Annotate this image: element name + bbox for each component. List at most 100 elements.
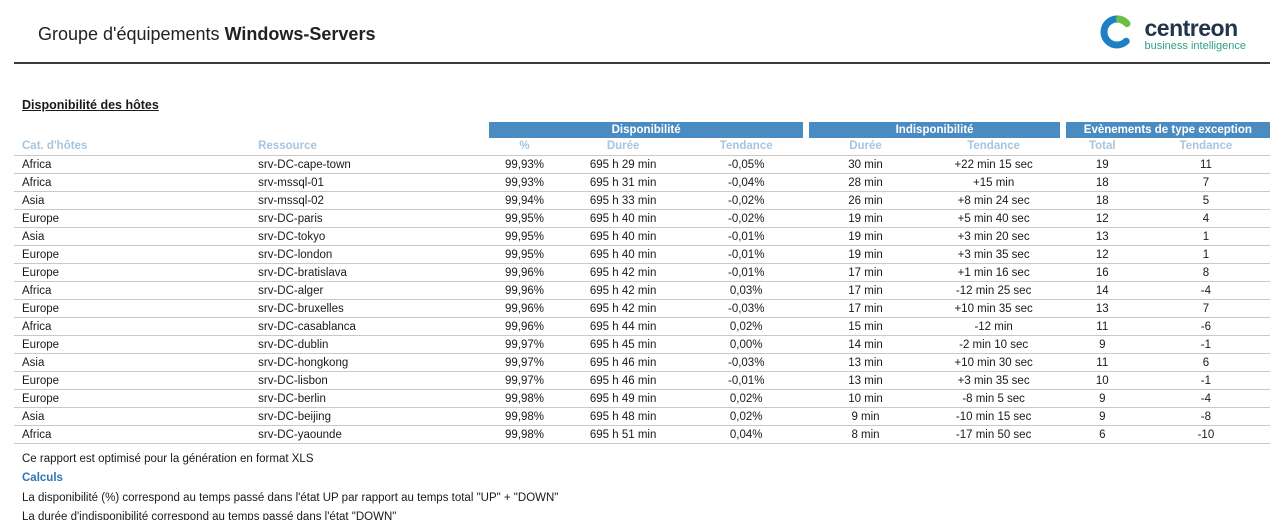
table-cell: 15 min <box>806 317 925 336</box>
table-cell: srv-mssql-01 <box>250 173 489 192</box>
table-cell: 1 <box>1141 245 1270 264</box>
table-cell: -0,04% <box>685 173 807 192</box>
table-cell: -0,02% <box>685 191 807 210</box>
column-header: Durée <box>849 140 882 152</box>
table-cell: 99,96% <box>488 299 561 318</box>
table-cell: +22 min 15 sec <box>924 155 1063 174</box>
table-cell: 695 h 42 min <box>560 299 686 318</box>
table-cell: 6 <box>1062 425 1142 444</box>
table-cell: Europe <box>14 299 251 318</box>
table-cell: Europe <box>14 209 251 228</box>
table-cell: srv-DC-yaounde <box>250 425 489 444</box>
table-cell: 19 min <box>806 245 925 264</box>
column-header: Ressource <box>258 140 317 152</box>
table-cell: Europe <box>14 389 251 408</box>
table-cell: 99,97% <box>488 371 561 390</box>
table-cell: 99,96% <box>488 263 561 282</box>
table-row: Asia srv-DC-beijing 99,98% 695 h 48 min 0,02… <box>14 407 1270 426</box>
table-cell: -8 min 5 sec <box>924 389 1063 408</box>
table-cell: 695 h 33 min <box>560 191 686 210</box>
table-cell: 17 min <box>806 281 925 300</box>
table-row: Europe srv-DC-berlin 99,98% 695 h 49 min 0,0… <box>14 389 1270 408</box>
table-cell: srv-DC-lisbon <box>250 371 489 390</box>
table-cell: 11 <box>1141 155 1270 174</box>
table-cell: 12 <box>1062 209 1142 228</box>
table-cell: 10 <box>1062 371 1142 390</box>
table-cell: 19 min <box>806 209 925 228</box>
table-cell: 0,03% <box>685 281 807 300</box>
table-cell: Asia <box>14 353 251 372</box>
table-row: Africa srv-DC-cape-town 99,93% 695 h 29 min… <box>14 155 1270 174</box>
table-cell: Africa <box>14 155 251 174</box>
table-cell: 5 <box>1141 191 1270 210</box>
page-title-group-name: Windows-Servers <box>224 23 376 44</box>
table-cell: -0,01% <box>685 245 807 264</box>
footnote-calculs-title: Calculs <box>22 472 63 485</box>
table-cell: 6 <box>1141 353 1270 372</box>
table-row: Europe srv-DC-dublin 99,97% 695 h 45 min 0,0… <box>14 335 1270 354</box>
table-row: Africa srv-DC-alger 99,96% 695 h 42 min 0,03… <box>14 281 1270 300</box>
table-cell: -0,05% <box>685 155 807 174</box>
footnote-xls: Ce rapport est optimisé pour la générati… <box>22 453 314 465</box>
table-cell: 695 h 31 min <box>560 173 686 192</box>
table-cell: -17 min 50 sec <box>924 425 1063 444</box>
centreon-logo: centreon business intelligence <box>1097 12 1246 57</box>
centreon-logo-icon <box>1097 12 1137 57</box>
table-cell: 18 <box>1062 173 1142 192</box>
column-group-header: Evènements de type exception <box>1059 122 1270 138</box>
table-cell: 13 min <box>806 371 925 390</box>
table-cell: 11 <box>1062 317 1142 336</box>
table-cell: 17 min <box>806 263 925 282</box>
table-cell: 99,97% <box>488 353 561 372</box>
table-cell: 99,98% <box>488 407 561 426</box>
table-cell: 695 h 40 min <box>560 227 686 246</box>
table-cell: 14 <box>1062 281 1142 300</box>
table-cell: -10 min 15 sec <box>924 407 1063 426</box>
table-cell: Europe <box>14 335 251 354</box>
table-cell: srv-DC-dublin <box>250 335 489 354</box>
page-title: Groupe d'équipements Windows-Servers <box>38 24 375 45</box>
table-cell: 99,95% <box>488 245 561 264</box>
footnote-availability: La disponibilité (%) correspond au temps… <box>22 491 559 504</box>
column-header: Total <box>1088 140 1116 152</box>
table-cell: 695 h 44 min <box>560 317 686 336</box>
table-cell: 695 h 46 min <box>560 353 686 372</box>
table-row: Europe srv-DC-bruxelles 99,96% 695 h 42 min… <box>14 299 1270 318</box>
table-cell: 695 h 40 min <box>560 209 686 228</box>
table-cell: 99,95% <box>488 209 561 228</box>
table-cell: 9 <box>1062 407 1142 426</box>
table-cell: 30 min <box>806 155 925 174</box>
column-group-spacer <box>14 122 489 138</box>
table-cell: 99,95% <box>488 227 561 246</box>
logo-brand-name: centreon <box>1144 14 1238 41</box>
table-cell: srv-DC-alger <box>250 281 489 300</box>
table-cell: srv-DC-berlin <box>250 389 489 408</box>
table-cell: 0,02% <box>685 389 807 408</box>
table-cell: +5 min 40 sec <box>924 209 1063 228</box>
table-cell: srv-DC-beijing <box>250 407 489 426</box>
column-group-header: Disponibilité <box>488 122 807 138</box>
table-cell: 695 h 40 min <box>560 245 686 264</box>
table-cell: 14 min <box>806 335 925 354</box>
table-cell: +10 min 30 sec <box>924 353 1063 372</box>
table-cell: 19 <box>1062 155 1142 174</box>
table-cell: 0,04% <box>685 425 807 444</box>
table-cell: 8 min <box>806 425 925 444</box>
table-cell: -8 <box>1141 407 1270 426</box>
table-cell: srv-DC-london <box>250 245 489 264</box>
header-divider <box>14 62 1270 64</box>
table-cell: +8 min 24 sec <box>924 191 1063 210</box>
table-cell: 99,98% <box>488 389 561 408</box>
table-cell: -0,02% <box>685 209 807 228</box>
table-cell: Africa <box>14 173 251 192</box>
table-cell: 0,02% <box>685 317 807 336</box>
table-cell: 11 <box>1062 353 1142 372</box>
table-cell: -0,01% <box>685 227 807 246</box>
table-row: Africa srv-mssql-01 99,93% 695 h 31 min -0,0… <box>14 173 1270 192</box>
table-cell: -1 <box>1141 371 1270 390</box>
table-cell: -1 <box>1141 335 1270 354</box>
column-header: Tendance <box>1179 140 1233 152</box>
table-row: Asia srv-DC-hongkong 99,97% 695 h 46 min -0,… <box>14 353 1270 372</box>
table-cell: srv-mssql-02 <box>250 191 489 210</box>
